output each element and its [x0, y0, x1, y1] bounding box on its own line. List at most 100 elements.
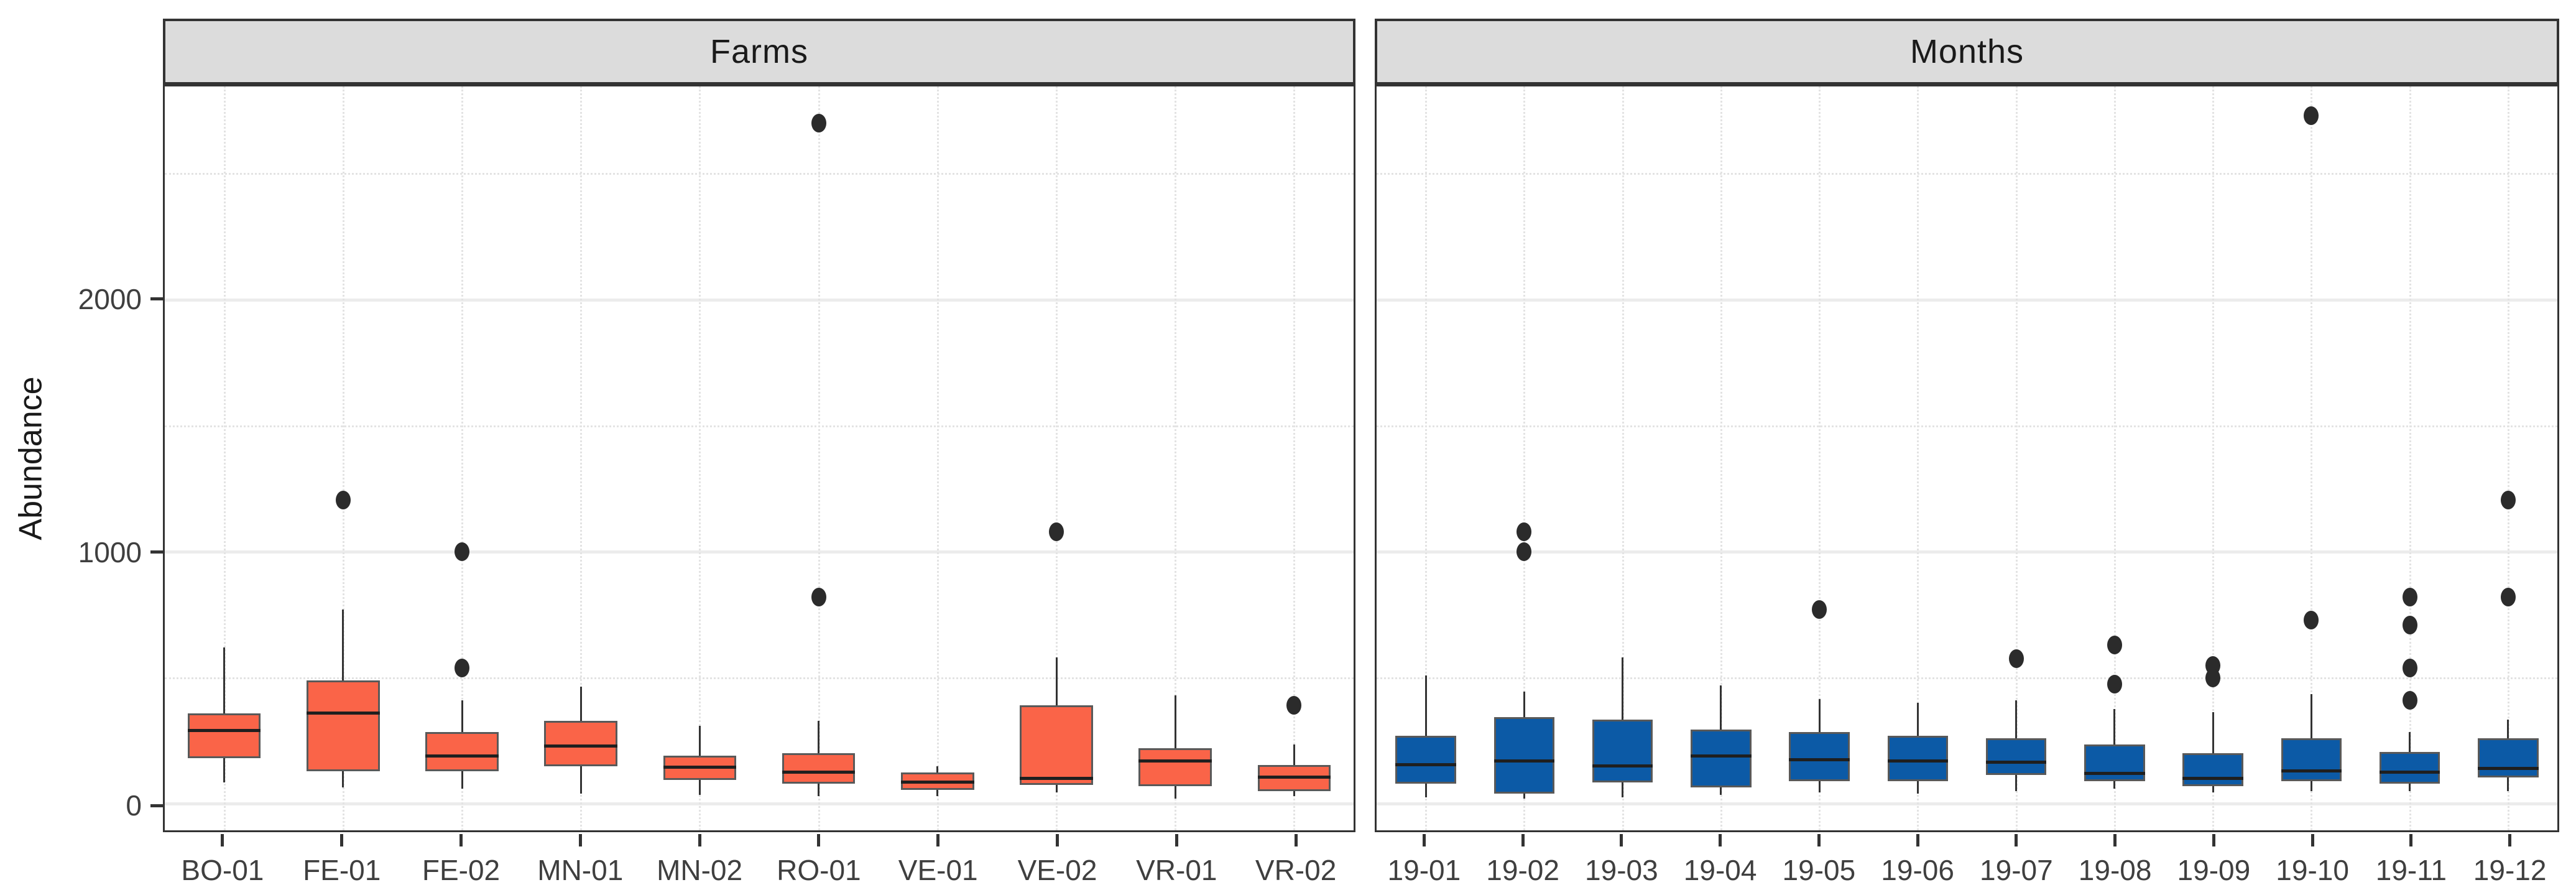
boxplot-box: [1395, 736, 1456, 784]
x-tick-mark: [578, 834, 582, 846]
outlier-point: [1517, 522, 1532, 541]
gridline-vertical: [2015, 86, 2018, 830]
x-tick-mark: [340, 834, 344, 846]
x-tick-mark: [1620, 834, 1623, 846]
boxplot-box: [425, 731, 499, 771]
boxplot-box: [2379, 752, 2440, 784]
x-tick-label: 19-06: [1881, 854, 1954, 886]
median-line: [1493, 759, 1555, 763]
median-line: [1789, 758, 1850, 762]
x-tick-mark: [2212, 834, 2215, 846]
x-tick-mark: [2508, 834, 2512, 846]
boxplot-box: [2281, 738, 2342, 781]
x-tick-mark: [1056, 834, 1059, 846]
boxplot-box: [1592, 719, 1653, 782]
gridline-major: [165, 802, 1354, 806]
y-tick-label: 0: [126, 789, 142, 822]
outlier-point: [2107, 636, 2122, 655]
x-tick-label: 19-12: [2473, 854, 2547, 886]
outlier-point: [1517, 542, 1532, 562]
gridline-vertical: [936, 86, 939, 830]
x-tick-label: VR-01: [1136, 854, 1217, 886]
x-tick-label: VE-02: [1017, 854, 1097, 886]
boxplot-box: [2478, 738, 2539, 777]
x-tick-label: BO-01: [181, 854, 264, 886]
gridline-vertical: [2212, 86, 2215, 830]
outlier-point: [1812, 600, 1827, 619]
facet-strip-farms: Farms: [163, 19, 1355, 85]
gridline-vertical: [342, 86, 344, 830]
median-line: [1985, 761, 2047, 764]
x-tick-mark: [936, 834, 940, 846]
gridline-vertical: [223, 86, 226, 830]
boxplot-box: [1493, 716, 1555, 794]
y-tick-mark: [150, 297, 163, 301]
boxplot-box: [544, 720, 617, 766]
outlier-point: [811, 114, 826, 133]
boxplot-box: [1020, 705, 1093, 786]
median-line: [1887, 759, 1949, 763]
x-tick-label: 19-05: [1782, 854, 1856, 886]
outlier-point: [2304, 106, 2319, 125]
gridline-vertical: [2311, 86, 2313, 830]
gridline-minor: [1377, 677, 2557, 679]
outlier-point: [2500, 491, 2516, 510]
outlier-point: [2402, 588, 2417, 607]
gridline-vertical: [699, 86, 701, 830]
gridline-major: [1377, 550, 2557, 554]
outlier-point: [1286, 696, 1302, 715]
boxplot-box: [307, 680, 380, 771]
boxplot-box: [1985, 738, 2047, 775]
x-tick-mark: [1422, 834, 1426, 846]
median-line: [782, 771, 856, 774]
x-tick-label: FE-02: [422, 854, 501, 886]
median-line: [307, 712, 380, 715]
boxplot-box: [1138, 748, 1212, 787]
gridline-major: [165, 298, 1354, 302]
x-tick-label: 19-07: [1980, 854, 2053, 886]
plot-panel-farms: [163, 85, 1355, 832]
gridline-major: [1377, 802, 2557, 806]
outlier-point: [455, 658, 469, 677]
x-tick-label: 19-11: [2375, 854, 2447, 886]
whisker: [2212, 712, 2214, 793]
x-tick-mark: [1521, 834, 1525, 846]
x-tick-mark: [1175, 834, 1178, 846]
x-tick-label: RO-01: [777, 854, 861, 886]
boxplot-box: [187, 713, 261, 759]
x-tick-mark: [221, 834, 224, 846]
whisker: [1174, 695, 1176, 799]
x-tick-mark: [2409, 834, 2413, 846]
gridline-major: [165, 550, 1354, 554]
x-tick-mark: [2015, 834, 2018, 846]
gridline-minor: [1377, 173, 2557, 175]
median-line: [187, 729, 261, 733]
x-tick-label: 19-03: [1585, 854, 1658, 886]
gridline-vertical: [580, 86, 583, 830]
gridline-vertical: [1819, 86, 1821, 830]
median-line: [1257, 776, 1331, 779]
gridline-vertical: [1720, 86, 1722, 830]
x-tick-mark: [2113, 834, 2117, 846]
outlier-point: [811, 588, 826, 607]
outlier-point: [2402, 691, 2417, 710]
gridline-minor: [1377, 425, 2557, 427]
median-line: [2084, 772, 2145, 776]
x-tick-label: FE-01: [303, 854, 381, 886]
x-tick-label: 19-01: [1387, 854, 1461, 886]
median-line: [425, 754, 499, 758]
median-line: [1691, 754, 1752, 758]
boxplot-box: [2084, 744, 2145, 781]
x-tick-mark: [2311, 834, 2314, 846]
x-tick-label: MN-01: [537, 854, 624, 886]
gridline-vertical: [1293, 86, 1296, 830]
x-tick-label: 19-02: [1486, 854, 1559, 886]
y-tick-mark: [150, 804, 163, 807]
median-line: [1592, 764, 1653, 768]
median-line: [544, 744, 617, 748]
facet-strip-label-months: Months: [1909, 33, 2024, 70]
gridline-vertical: [1523, 86, 1526, 830]
median-line: [2281, 769, 2342, 773]
outlier-point: [2107, 674, 2122, 693]
